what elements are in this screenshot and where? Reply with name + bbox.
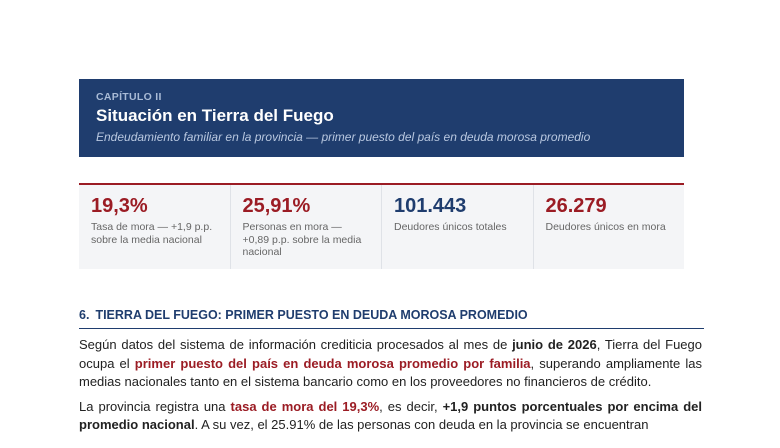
stat-label: Personas en mora — +0,89 p.p. sobre la m… [242,221,362,258]
text-run: tasa de mora del 19,3% [230,398,380,414]
chapter-header: CAPÍTULO II Situación en Tierra del Fueg… [79,79,684,157]
section-title: TIERRA DEL FUEGO: PRIMER PUESTO EN DEUDA… [95,308,528,322]
stat-value: 26.279 [545,195,607,217]
stat-value: 19,3% [91,195,148,217]
stat-card: 101.443 Deudores únicos totales [382,185,534,269]
section-heading: 6. TIERRA DEL FUEGO: PRIMER PUESTO EN DEU… [79,308,704,329]
chapter-title: Situación en Tierra del Fuego [96,106,334,125]
stat-value: 101.443 [394,195,467,217]
text-run: La provincia registra una [79,398,231,414]
stat-label: Deudores únicos totales [394,221,507,233]
text-run: junio de 2026 [512,337,597,352]
text-run: . A su vez, el 25.91% de las personas co… [194,417,649,432]
chapter-kicker: CAPÍTULO II [96,91,162,103]
stat-card: 26.279 Deudores únicos en mora [533,185,684,269]
body-text: Según datos del sistema de información c… [79,336,702,441]
stats-row: 19,3% Tasa de mora — +1,9 p.p. sobre la m… [79,183,684,269]
text-run: , Tierra del Fuego ocupa el [79,337,702,371]
text-run: Según datos del sistema de información c… [79,337,513,352]
text-run: , es decir, [379,398,443,414]
stat-label: Deudores únicos en mora [545,221,666,233]
paragraph: Según datos del sistema de información c… [79,336,702,392]
text-run: +1,9 puntos porcentuales por encima del … [79,398,703,433]
section-number: 6. [79,308,90,322]
stat-card: 19,3% Tasa de mora — +1,9 p.p. sobre la m… [79,185,231,269]
text-run: , superando ampliamente las medias nacio… [79,355,703,390]
stat-card: 25,91% Personas en mora — +0,89 p.p. sobr… [230,185,382,269]
chapter-subtitle: Endeudamiento familiar en la provincia —… [96,130,591,144]
paragraph: La provincia registra una tasa de mora d… [79,398,702,435]
text-run: primer puesto del país en deuda morosa p… [134,355,531,371]
stat-value: 25,91% [242,195,311,217]
stat-label: Tasa de mora — +1,9 p.p. sobre la media … [91,221,213,246]
